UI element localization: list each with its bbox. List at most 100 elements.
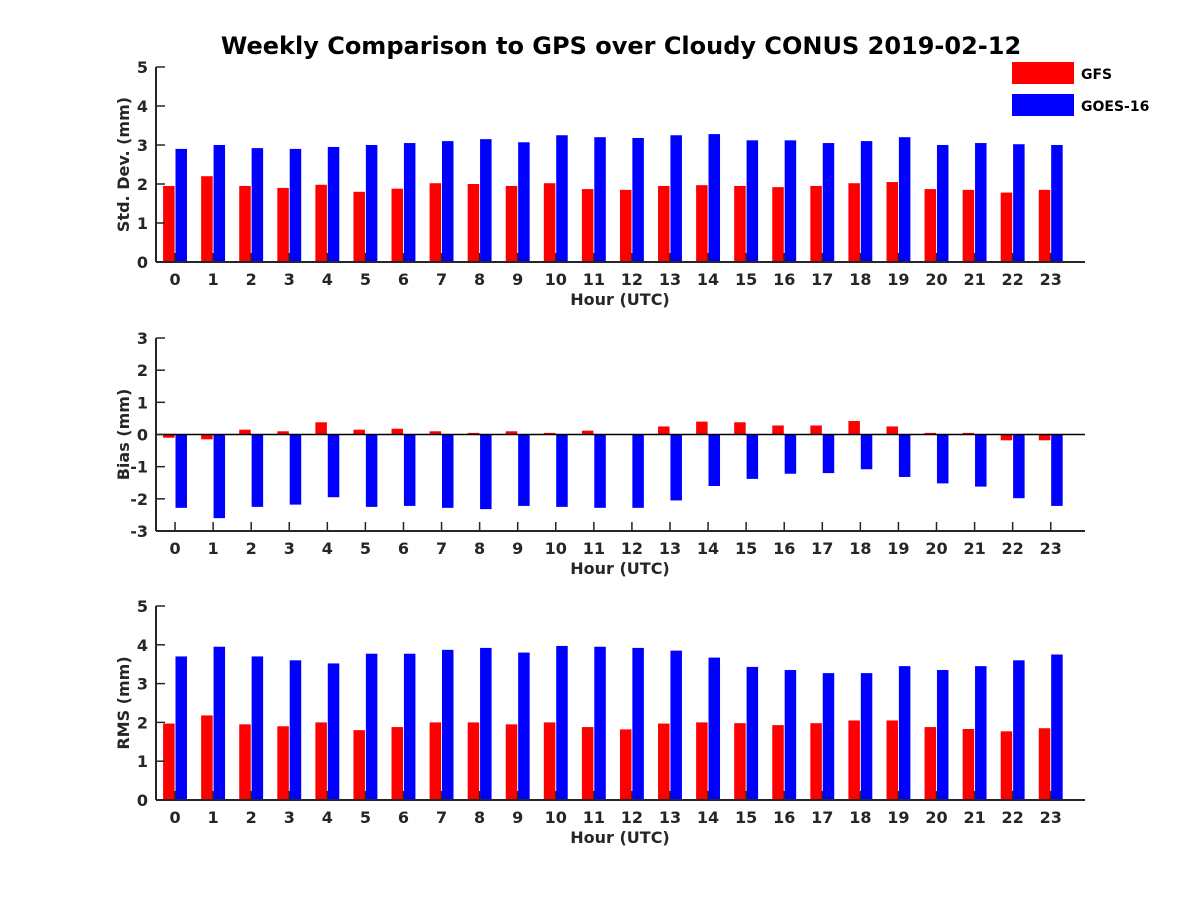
x-tick-label: 6	[398, 808, 409, 827]
bar-gfs-0	[163, 434, 175, 438]
chart-title: Weekly Comparison to GPS over Cloudy CON…	[221, 32, 1021, 60]
y-tick-label: 2	[137, 361, 148, 380]
y-axis-label: Std. Dev. (mm)	[114, 97, 133, 232]
bar-goes-16-22	[1013, 144, 1025, 262]
bar-goes-16-10	[556, 434, 568, 507]
y-tick-label: 4	[137, 97, 148, 116]
bar-goes-16-7	[442, 649, 454, 800]
bar-gfs-5	[353, 191, 365, 262]
bar-goes-16-23	[1051, 434, 1063, 506]
bar-gfs-1	[201, 715, 213, 800]
bar-goes-16-17	[822, 434, 835, 474]
bar-goes-16-9	[518, 652, 530, 800]
bar-goes-16-4	[327, 663, 340, 800]
x-tick-label: 13	[659, 808, 681, 827]
x-tick-label: 7	[436, 808, 447, 827]
bar-goes-16-22	[1013, 660, 1025, 800]
bar-gfs-4	[315, 422, 327, 435]
bar-goes-16-15	[746, 666, 759, 800]
bar-gfs-3	[277, 726, 289, 800]
bar-gfs-0	[163, 185, 175, 262]
bar-gfs-6	[391, 727, 404, 800]
x-tick-label: 8	[474, 808, 485, 827]
bar-goes-16-1	[213, 434, 226, 519]
bar-goes-16-0	[175, 656, 187, 800]
bar-gfs-23	[1038, 189, 1051, 262]
bar-gfs-20	[924, 189, 937, 262]
bar-gfs-22	[1000, 192, 1013, 262]
x-tick-label: 23	[1040, 539, 1062, 558]
y-tick-label: 1	[137, 752, 148, 771]
x-tick-label: 9	[512, 539, 523, 558]
x-tick-label: 3	[284, 808, 295, 827]
bar-gfs-14	[696, 185, 708, 262]
bar-gfs-2	[239, 185, 251, 262]
bar-gfs-11	[581, 430, 594, 435]
bar-gfs-22	[1000, 731, 1013, 800]
bar-goes-16-13	[670, 434, 682, 501]
bar-gfs-1	[201, 434, 213, 440]
x-tick-label: 3	[284, 539, 295, 558]
x-tick-label: 16	[773, 539, 795, 558]
bar-goes-16-2	[251, 656, 264, 800]
x-tick-label: 0	[169, 539, 180, 558]
y-tick-label: 0	[137, 426, 148, 445]
x-tick-label: 10	[545, 808, 567, 827]
bar-goes-16-7	[442, 434, 454, 508]
bar-goes-16-4	[327, 146, 340, 262]
bar-goes-16-5	[365, 653, 378, 800]
bar-goes-16-15	[746, 140, 759, 262]
bar-gfs-15	[734, 723, 746, 800]
bar-gfs-18	[848, 420, 860, 435]
bar-gfs-12	[619, 189, 632, 262]
bar-gfs-10	[543, 183, 556, 262]
x-tick-label: 2	[246, 808, 257, 827]
x-tick-label: 8	[474, 270, 485, 289]
bar-goes-16-19	[898, 434, 911, 477]
bar-goes-16-14	[708, 434, 721, 486]
x-tick-label: 20	[925, 270, 947, 289]
bar-goes-16-7	[442, 141, 454, 262]
bar-gfs-3	[277, 431, 289, 435]
bar-goes-16-9	[518, 434, 530, 506]
bar-goes-16-8	[480, 139, 492, 262]
x-tick-label: 22	[1002, 270, 1024, 289]
bar-gfs-6	[391, 428, 404, 435]
bar-gfs-21	[962, 729, 975, 800]
y-tick-label: 3	[137, 329, 148, 348]
bar-gfs-19	[886, 182, 898, 262]
bar-gfs-13	[658, 723, 670, 800]
bar-goes-16-16	[784, 670, 797, 800]
bar-goes-16-14	[708, 134, 721, 262]
bar-gfs-13	[658, 426, 670, 435]
x-tick-label: 23	[1040, 808, 1062, 827]
bar-gfs-16	[772, 425, 784, 435]
bar-gfs-11	[581, 727, 594, 800]
bar-goes-16-23	[1051, 145, 1063, 262]
bar-goes-16-16	[784, 434, 797, 474]
x-tick-label: 15	[735, 270, 757, 289]
x-tick-label: 5	[360, 539, 371, 558]
bar-goes-16-8	[480, 434, 492, 510]
y-tick-label: 5	[137, 597, 148, 616]
bar-goes-16-21	[975, 434, 987, 487]
y-tick-label: 3	[137, 136, 148, 155]
bar-gfs-2	[239, 724, 251, 800]
bar-goes-16-17	[822, 673, 835, 800]
bar-goes-16-3	[289, 660, 302, 800]
series-gfs	[163, 176, 1051, 262]
bar-goes-16-20	[936, 145, 949, 262]
y-tick-label: -2	[130, 490, 148, 509]
x-tick-label: 7	[436, 539, 447, 558]
bar-gfs-21	[962, 432, 975, 435]
x-tick-label: 12	[621, 270, 643, 289]
bar-gfs-23	[1038, 728, 1051, 800]
x-axis-label: Hour (UTC)	[570, 559, 670, 578]
bar-goes-16-11	[594, 646, 606, 800]
x-tick-label: 14	[697, 539, 719, 558]
bar-gfs-20	[924, 432, 937, 435]
